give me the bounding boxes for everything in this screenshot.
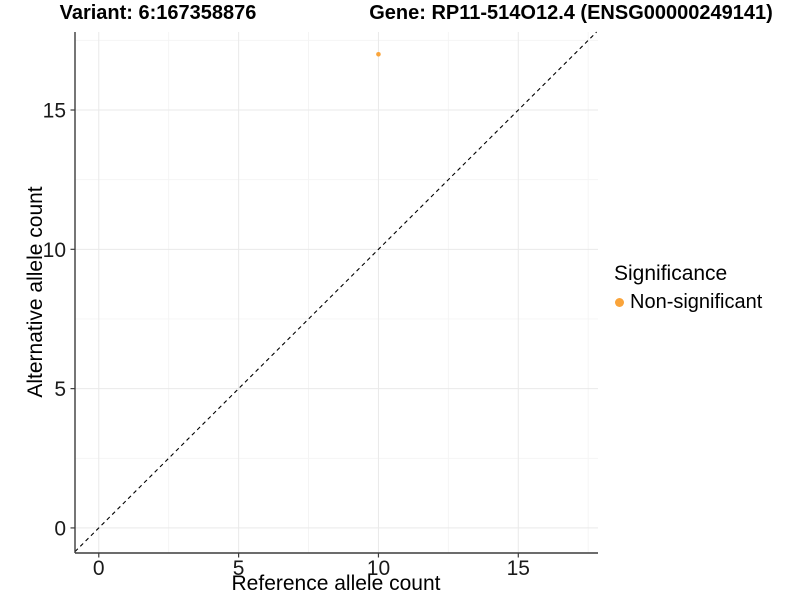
x-tick-label: 15 xyxy=(507,557,530,580)
legend-entry: Non-significant xyxy=(614,291,762,314)
x-tick-label: 10 xyxy=(367,557,390,580)
x-tick-label: 5 xyxy=(233,557,245,580)
y-axis-title: Alternative allele count xyxy=(24,186,47,398)
legend-title: Significance xyxy=(614,262,728,285)
x-tick-label: 0 xyxy=(93,557,105,580)
identity-reference-line xyxy=(74,31,597,552)
y-tick-label: 15 xyxy=(43,100,66,123)
x-axis-title: Reference allele count xyxy=(231,572,441,595)
y-tick-label: 5 xyxy=(54,378,66,401)
legend-entry-label: Non-significant xyxy=(630,291,763,313)
plot-title-gene: Gene: RP11-514O12.4 (ENSG00000249141) xyxy=(369,2,773,24)
y-tick-label: 0 xyxy=(54,517,66,540)
plot-title-variant: Variant: 6:167358876 xyxy=(59,2,257,24)
legend-point-icon xyxy=(615,298,624,307)
y-tick-label: 10 xyxy=(43,239,66,262)
data-point xyxy=(376,51,381,57)
legend: Significance Non-significant xyxy=(614,262,762,314)
